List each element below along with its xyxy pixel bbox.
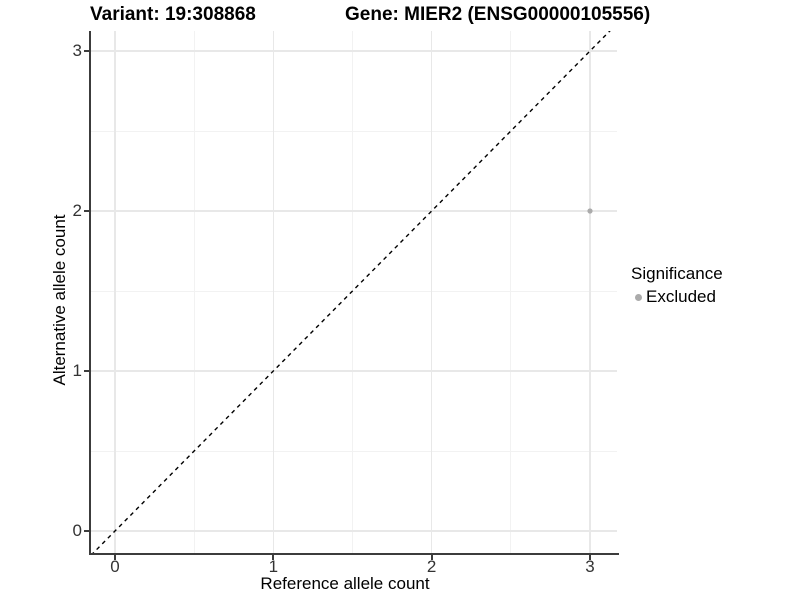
gene-title: Gene: MIER2 (ENSG00000105556) [345,4,651,25]
y-tick-label: 2 [72,201,82,220]
y-tick-label: 1 [72,361,82,380]
y-tick-label: 3 [72,41,82,60]
y-minor-gridline [91,450,617,452]
variant-title: Variant: 19:308868 [90,4,256,25]
legend-title: Significance [631,264,723,283]
x-tick-mark [272,555,275,560]
y-minor-gridline [91,290,617,292]
data-point [587,208,593,214]
x-tick-label: 2 [426,557,437,576]
legend-entry: Excluded [631,287,797,307]
y-major-gridline [91,530,617,532]
identity-reference-line [92,31,611,553]
y-tick-label: 0 [72,521,82,540]
y-major-gridline [91,210,617,212]
y-tick-mark [84,210,89,212]
y-minor-gridline [91,130,617,132]
x-tick-label: 0 [110,557,120,576]
y-axis-title: Alternative allele count [50,214,69,386]
x-major-gridline [272,31,275,553]
x-major-gridline [430,31,433,553]
y-major-gridline [91,370,617,372]
x-major-gridline [114,31,116,553]
y-tick-mark [84,530,89,532]
excluded-point-icon [635,293,642,301]
y-axis-line [89,31,91,555]
x-tick-label: 3 [585,557,595,576]
plot-panel [91,31,617,553]
legend: Significance Excluded [631,264,797,307]
x-tick-mark [430,555,433,560]
y-tick-mark [84,50,89,52]
y-major-gridline [91,50,617,52]
x-major-gridline [589,31,591,553]
x-axis-title: Reference allele count [260,574,430,593]
x-tick-label: 1 [268,557,279,576]
plot-layer [92,31,611,553]
x-minor-gridline [510,31,512,553]
x-minor-gridline [193,31,195,553]
x-axis-line [89,553,619,555]
x-tick-mark [588,555,591,560]
legend-entry-label: Excluded [646,287,716,306]
y-tick-mark [84,370,89,372]
x-tick-mark [114,555,116,560]
